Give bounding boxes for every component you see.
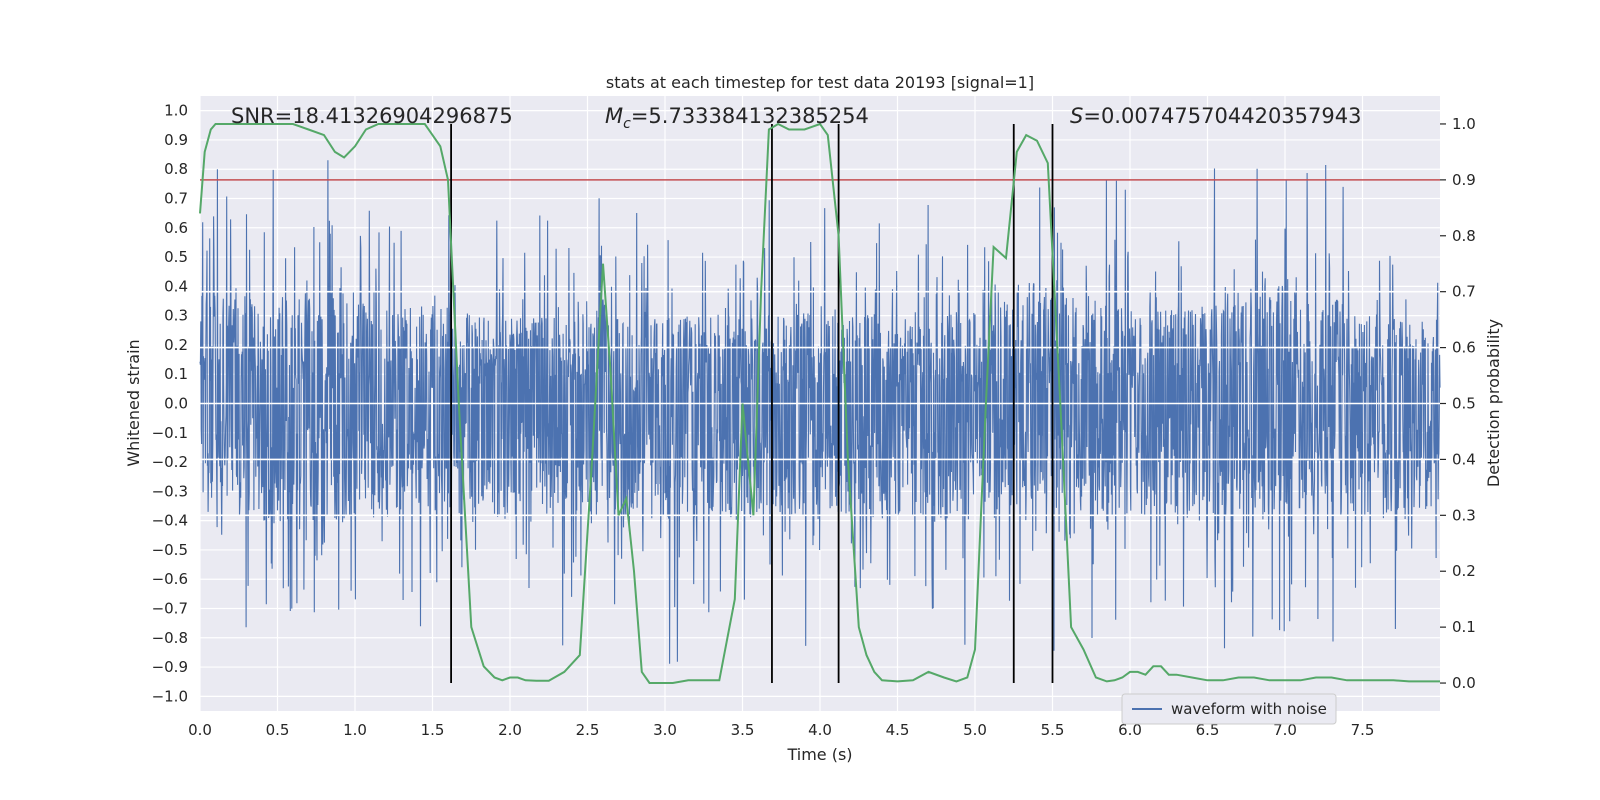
x-tick-label: 6.5: [1196, 721, 1220, 739]
y-left-tick-label: 0.7: [164, 190, 188, 208]
chirp-mass-symbol: M: [605, 104, 623, 128]
x-tick-label: 3.0: [653, 721, 677, 739]
y-right-tick-label: 0.8: [1452, 227, 1476, 245]
y-left-tick-label: −0.2: [152, 453, 188, 471]
left-y-axis-label: Whitened strain: [124, 339, 143, 466]
y-left-tick-label: −0.1: [152, 424, 188, 442]
s-annotation: S=0.007475704420357943: [1070, 104, 1361, 128]
legend-label-waveform: waveform with noise: [1171, 700, 1327, 718]
y-left-tick-label: 0.9: [164, 131, 188, 149]
waveform-noise-line: [199, 160, 1441, 664]
x-tick-label: 2.0: [498, 721, 522, 739]
y-left-tick-label: −0.8: [152, 629, 188, 647]
y-right-tick-label: 1.0: [1452, 115, 1476, 133]
y-left-tick-label: 0.3: [164, 307, 188, 325]
x-tick-label: 1.0: [343, 721, 367, 739]
x-tick-label: 5.5: [1041, 721, 1065, 739]
y-left-tick-label: 0.8: [164, 160, 188, 178]
y-left-tick-label: −0.3: [152, 482, 188, 500]
x-tick-label: 3.5: [731, 721, 755, 739]
y-left-tick-label: −0.7: [152, 600, 188, 618]
x-tick-label: 4.0: [808, 721, 832, 739]
y-right-tick-label: 0.5: [1452, 395, 1476, 413]
y-right-tick-label: 0.0: [1452, 674, 1476, 692]
y-left-tick-label: 0.4: [164, 277, 188, 295]
data-series: [199, 122, 1441, 684]
s-value: =0.007475704420357943: [1083, 104, 1361, 128]
y-left-tick-label: 0.6: [164, 219, 188, 237]
x-tick-label: 5.0: [963, 721, 987, 739]
x-tick-label: 7.0: [1273, 721, 1297, 739]
x-tick-label: 2.5: [576, 721, 600, 739]
x-tick-label: 4.5: [886, 721, 910, 739]
tick-labels: 0.0 0.5 1.0 1.5 2.0 2.5 3.0 3.5 4.0 4.5 5.0 5.5 6.0 6…: [152, 102, 1476, 739]
x-tick-label: 0.0: [188, 721, 212, 739]
y-left-tick-label: 0.5: [164, 248, 188, 266]
y-left-tick-label: 1.0: [164, 102, 188, 120]
x-axis-label: Time (s): [786, 745, 852, 764]
legend-box: [1121, 693, 1337, 725]
x-tick-label: 1.5: [421, 721, 445, 739]
right-y-axis-label: Detection probability: [1484, 319, 1503, 487]
y-right-tick-label: 0.1: [1452, 618, 1476, 636]
chirp-mass-annotation: Mc=5.733384132385254: [605, 104, 869, 132]
y-left-tick-label: 0.2: [164, 336, 188, 354]
chirp-mass-subscript: c: [623, 116, 631, 132]
y-left-tick-label: −0.6: [152, 570, 188, 588]
y-right-tick-label: 0.6: [1452, 339, 1476, 357]
chart-title: stats at each timestep for test data 201…: [606, 73, 1034, 92]
y-right-tick-label: 0.2: [1452, 562, 1476, 580]
x-tick-label: 0.5: [266, 721, 290, 739]
y-right-tick-label: 0.3: [1452, 506, 1476, 524]
y-left-tick-label: −0.5: [152, 541, 188, 559]
y-right-tick-label: 0.7: [1452, 283, 1476, 301]
x-tick-label: 6.0: [1118, 721, 1142, 739]
snr-annotation: SNR=18.41326904296875: [231, 104, 513, 128]
legend: waveform with noise: [1121, 693, 1337, 725]
y-left-tick-label: −0.4: [152, 512, 188, 530]
y-right-tick-label: 0.4: [1452, 450, 1476, 468]
s-symbol: S: [1070, 104, 1083, 128]
y-left-tick-label: 0.1: [164, 365, 188, 383]
y-left-tick-label: −0.9: [152, 658, 188, 676]
detection-probability-line: [199, 122, 1440, 684]
y-left-tick-label: −1.0: [152, 687, 188, 705]
y-left-tick-label: 0.0: [164, 395, 188, 413]
y-right-tick-label: 0.9: [1452, 171, 1476, 189]
chirp-mass-value: =5.733384132385254: [631, 104, 869, 128]
x-tick-label: 7.5: [1351, 721, 1375, 739]
